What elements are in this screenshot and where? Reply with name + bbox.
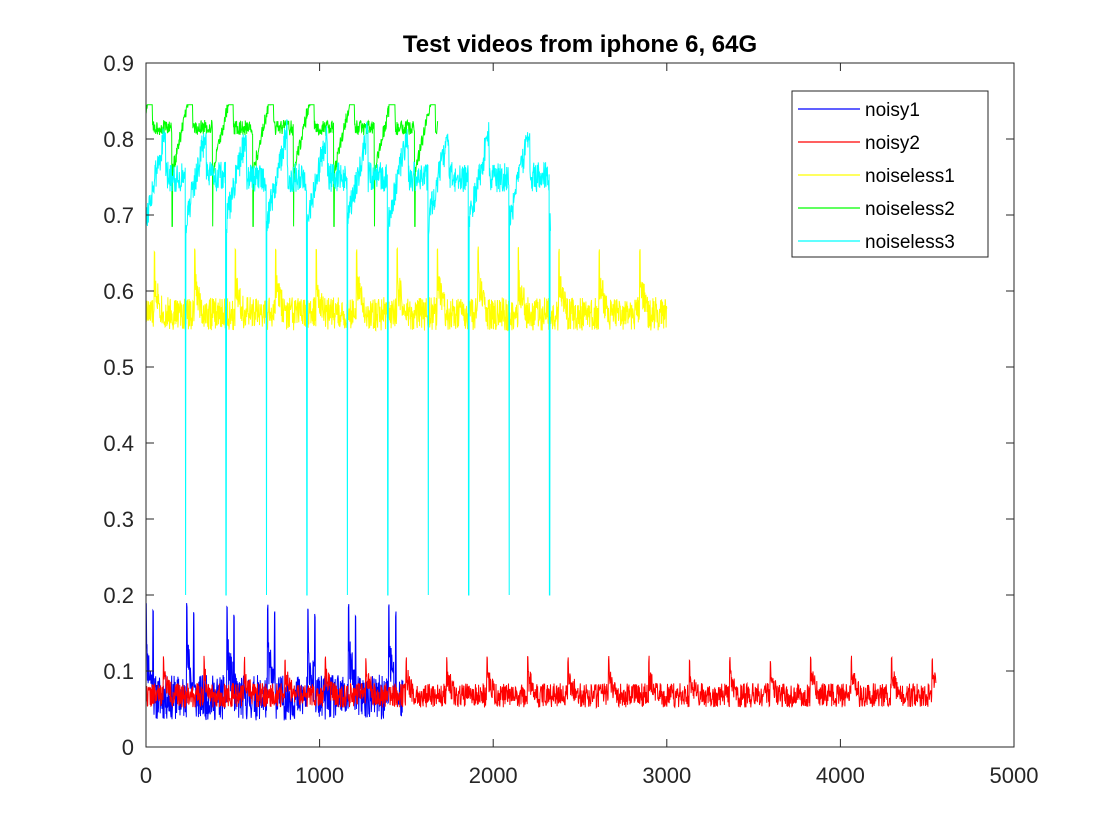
series-line-noiseless3 xyxy=(145,119,551,596)
legend-label-noiseless1: noiseless1 xyxy=(865,166,955,187)
y-tick-label: 0.3 xyxy=(103,507,134,532)
x-axis: 0 1000 2000 3000 4000 5000 xyxy=(140,63,1039,788)
series-line-noisy1 xyxy=(145,603,404,721)
x-tick-label: 4000 xyxy=(816,763,865,788)
x-tick-label: 5000 xyxy=(990,763,1039,788)
series-line-noiseless1 xyxy=(145,246,668,332)
legend-box xyxy=(791,90,989,258)
y-tick-label: 0.9 xyxy=(103,51,134,76)
legend-label-noisy1: noisy1 xyxy=(865,100,920,121)
legend-label-noiseless3: noiseless3 xyxy=(865,232,955,253)
chart-title: Test videos from iphone 6, 64G xyxy=(403,31,757,58)
y-tick-label: 0.7 xyxy=(103,203,134,228)
y-tick-label: 0.5 xyxy=(103,355,134,380)
y-tick-label: 0.2 xyxy=(103,583,134,608)
x-tick-label: 0 xyxy=(140,763,152,788)
x-tick-label: 2000 xyxy=(469,763,518,788)
series-layer xyxy=(145,104,937,721)
legend: noisy1 noisy2 noiseless1 noiseless2 noiseles… xyxy=(791,90,989,258)
y-tick-label: 0.1 xyxy=(103,659,134,684)
series-line-noisy2 xyxy=(145,655,937,710)
y-tick-label: 0.8 xyxy=(103,127,134,152)
y-axis: 0 0.1 0.2 0.3 0.4 0.5 0.6 0.7 0.8 0.9 xyxy=(103,51,1014,760)
plot-frame xyxy=(145,62,1015,748)
legend-label-noisy2: noisy2 xyxy=(865,133,920,154)
y-tick-label: 0.6 xyxy=(103,279,134,304)
legend-label-noiseless2: noiseless2 xyxy=(865,199,955,220)
series-line-noiseless2 xyxy=(145,104,439,227)
x-tick-label: 1000 xyxy=(295,763,344,788)
y-tick-label: 0.4 xyxy=(103,431,134,456)
x-tick-label: 3000 xyxy=(642,763,691,788)
y-tick-label: 0 xyxy=(122,735,134,760)
